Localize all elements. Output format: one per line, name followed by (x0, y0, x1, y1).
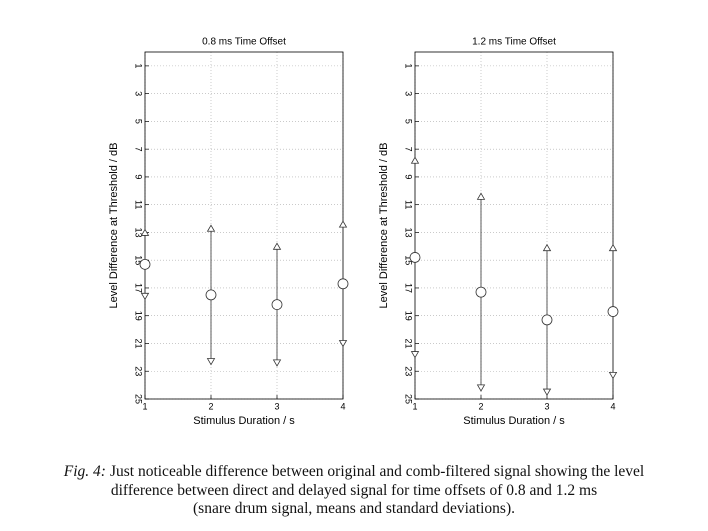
x-axis-label: Stimulus Duration / s (193, 415, 295, 427)
y-tick-label: 21 (404, 338, 414, 348)
chart-title: 1.2 ms Time Offset (472, 37, 556, 48)
x-tick-label: 4 (610, 401, 615, 411)
error-cap-lower (476, 384, 486, 392)
caption-text: Just noticeable difference between origi… (109, 463, 645, 480)
mean-marker (409, 252, 421, 263)
y-tick-label: 17 (404, 283, 414, 293)
y-tick-label: 19 (404, 311, 414, 321)
error-cap-lower (140, 292, 150, 301)
plot-frame (144, 51, 344, 400)
caption-label: Fig. 4: (63, 463, 106, 480)
y-tick-label: 1 (134, 63, 144, 68)
y-tick-label: 23 (404, 366, 414, 376)
chart-title: 0.8 ms Time Offset (202, 37, 286, 48)
error-cap-upper (608, 243, 618, 252)
x-axis-label: Stimulus Duration / s (463, 415, 565, 427)
error-cap-upper (542, 243, 552, 252)
x-tick-label: 3 (544, 401, 549, 411)
y-axis-label: Level Difference at Threshold / dB (108, 143, 120, 309)
y-tick-label: 5 (134, 119, 144, 124)
y-tick-label: 25 (404, 394, 414, 404)
error-cap-upper (338, 220, 348, 228)
error-cap-upper (206, 224, 216, 232)
error-cap-lower (542, 388, 552, 396)
y-tick-label: 7 (134, 147, 144, 152)
y-tick-label: 11 (404, 200, 414, 209)
y-tick-label: 13 (404, 227, 414, 237)
x-tick-label: 1 (142, 401, 147, 411)
y-tick-label: 25 (134, 394, 144, 404)
y-tick-label: 15 (134, 255, 144, 265)
y-tick-label: 21 (134, 338, 144, 348)
mean-marker (475, 286, 487, 298)
y-tick-label: 15 (404, 255, 414, 265)
x-tick-label: 1 (412, 401, 417, 411)
error-cap-upper (140, 228, 150, 236)
y-tick-label: 1 (404, 63, 414, 68)
y-tick-label: 3 (404, 91, 414, 96)
error-cap-upper (410, 156, 420, 164)
y-tick-label: 13 (134, 227, 144, 237)
mean-marker (337, 278, 349, 290)
x-tick-label: 2 (478, 401, 483, 411)
mean-marker (607, 306, 619, 317)
x-tick-label: 4 (340, 401, 345, 411)
y-tick-label: 3 (134, 91, 144, 96)
error-cap-upper (272, 242, 282, 250)
y-tick-label: 11 (134, 200, 144, 209)
figure: 0.8 ms Time Offset Stimulus Duration / s L… (108, 37, 619, 427)
error-cap-lower (272, 359, 282, 367)
x-tick-label: 3 (274, 401, 279, 411)
caption-line: Fig. 4: Just noticeable difference betwee… (0, 463, 708, 481)
y-tick-label: 17 (134, 283, 144, 293)
mean-marker (205, 289, 217, 301)
error-cap-lower (338, 340, 348, 348)
caption-line: (snare drum signal, means and standard d… (193, 500, 515, 517)
y-tick-label: 19 (134, 311, 144, 321)
y-tick-label: 23 (134, 366, 144, 376)
y-axis-label: Level Difference at Threshold / dB (378, 143, 390, 309)
error-cap-lower (410, 351, 420, 359)
mean-marker (271, 299, 283, 311)
y-tick-label: 9 (134, 174, 144, 179)
error-cap-lower (608, 372, 618, 380)
mean-marker (541, 314, 553, 326)
y-tick-label: 5 (404, 119, 414, 124)
error-cap-lower (206, 358, 216, 366)
y-tick-label: 7 (404, 147, 414, 152)
x-tick-label: 2 (208, 401, 213, 411)
plot-frame (414, 51, 614, 400)
y-tick-label: 9 (404, 174, 414, 179)
error-cap-upper (476, 192, 486, 200)
mean-marker (139, 258, 151, 270)
caption-line: difference between direct and delayed si… (110, 482, 598, 499)
